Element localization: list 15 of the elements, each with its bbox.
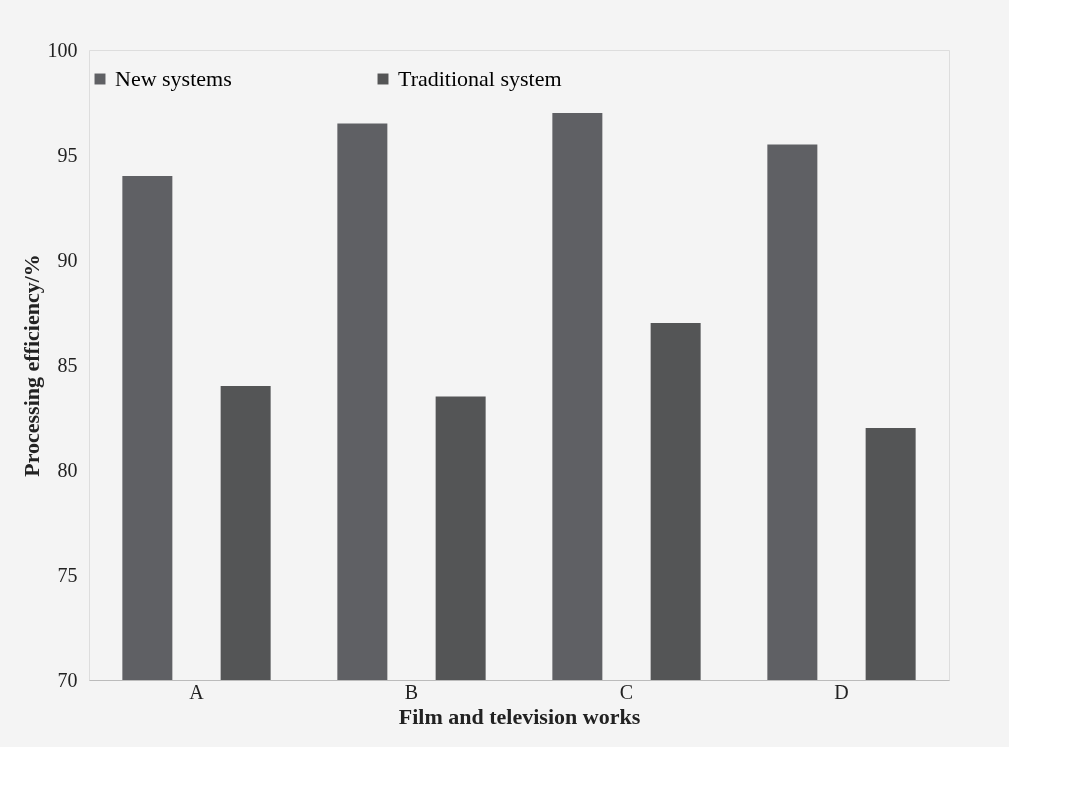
y-tick-label: 85	[57, 353, 78, 376]
x-tick-label: B	[404, 680, 419, 703]
x-axis-title: Film and television works	[398, 703, 641, 729]
legend-label: New systems	[115, 66, 232, 91]
y-tick-label: 80	[57, 458, 78, 481]
legend-label: Traditional system	[398, 66, 562, 91]
y-axis-title: Processing efficiency/%	[18, 254, 44, 477]
y-tick-label: 95	[57, 143, 78, 166]
x-tick-label: D	[834, 680, 849, 703]
y-tick-label: 70	[57, 668, 78, 691]
y-tick-label: 100	[47, 38, 78, 61]
y-tick-label: 90	[57, 248, 78, 271]
y-tick-label: 75	[57, 563, 78, 586]
x-tick-label: C	[619, 680, 634, 703]
x-tick-label: A	[189, 680, 205, 703]
